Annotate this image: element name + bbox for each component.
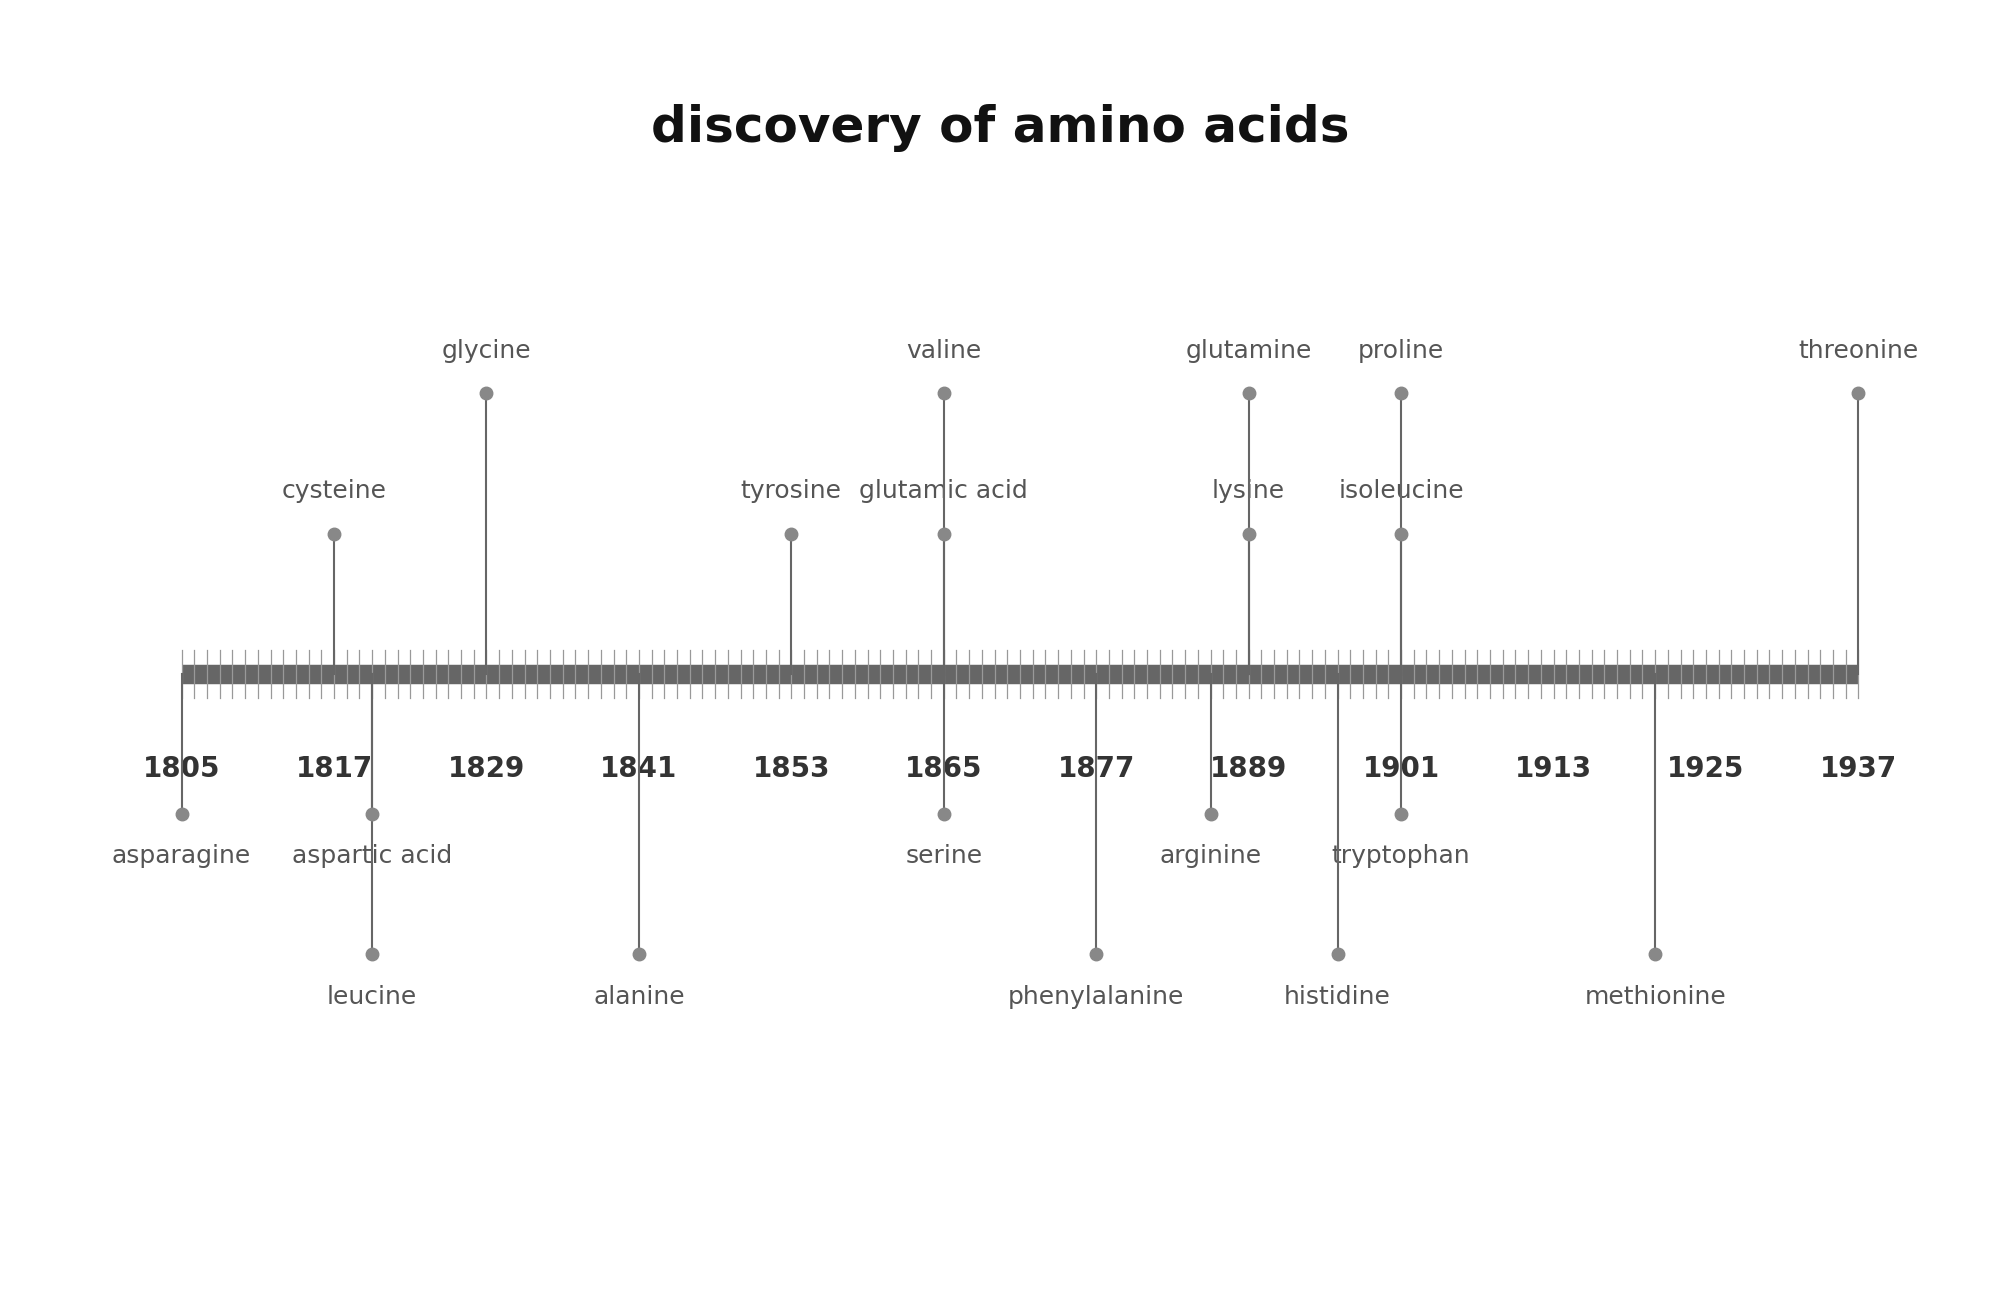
Text: 1925: 1925 [1668,755,1744,783]
Text: tryptophan: tryptophan [1332,845,1470,868]
Text: phenylalanine: phenylalanine [1008,984,1184,1009]
Text: 1841: 1841 [600,755,678,783]
Text: 1829: 1829 [448,755,526,783]
Text: 1877: 1877 [1058,755,1134,783]
Text: aspartic acid: aspartic acid [292,845,452,868]
Text: arginine: arginine [1160,845,1262,868]
Text: 1817: 1817 [296,755,372,783]
Text: discovery of amino acids: discovery of amino acids [650,104,1350,152]
Text: 1937: 1937 [1820,755,1898,783]
Text: 1805: 1805 [142,755,220,783]
Text: isoleucine: isoleucine [1338,480,1464,503]
Text: 1865: 1865 [906,755,982,783]
Text: histidine: histidine [1284,984,1392,1009]
Text: glutamine: glutamine [1186,339,1312,363]
Text: serine: serine [906,845,982,868]
Text: threonine: threonine [1798,339,1918,363]
Text: 1889: 1889 [1210,755,1288,783]
Text: glutamic acid: glutamic acid [860,480,1028,503]
Text: lysine: lysine [1212,480,1286,503]
Text: proline: proline [1358,339,1444,363]
Text: valine: valine [906,339,982,363]
Text: asparagine: asparagine [112,845,252,868]
Text: cysteine: cysteine [282,480,386,503]
Text: tyrosine: tyrosine [740,480,842,503]
Text: methionine: methionine [1584,984,1726,1009]
Text: glycine: glycine [442,339,532,363]
Text: 1853: 1853 [752,755,830,783]
Text: leucine: leucine [328,984,418,1009]
Text: alanine: alanine [594,984,684,1009]
Text: 1901: 1901 [1362,755,1440,783]
Text: 1913: 1913 [1514,755,1592,783]
